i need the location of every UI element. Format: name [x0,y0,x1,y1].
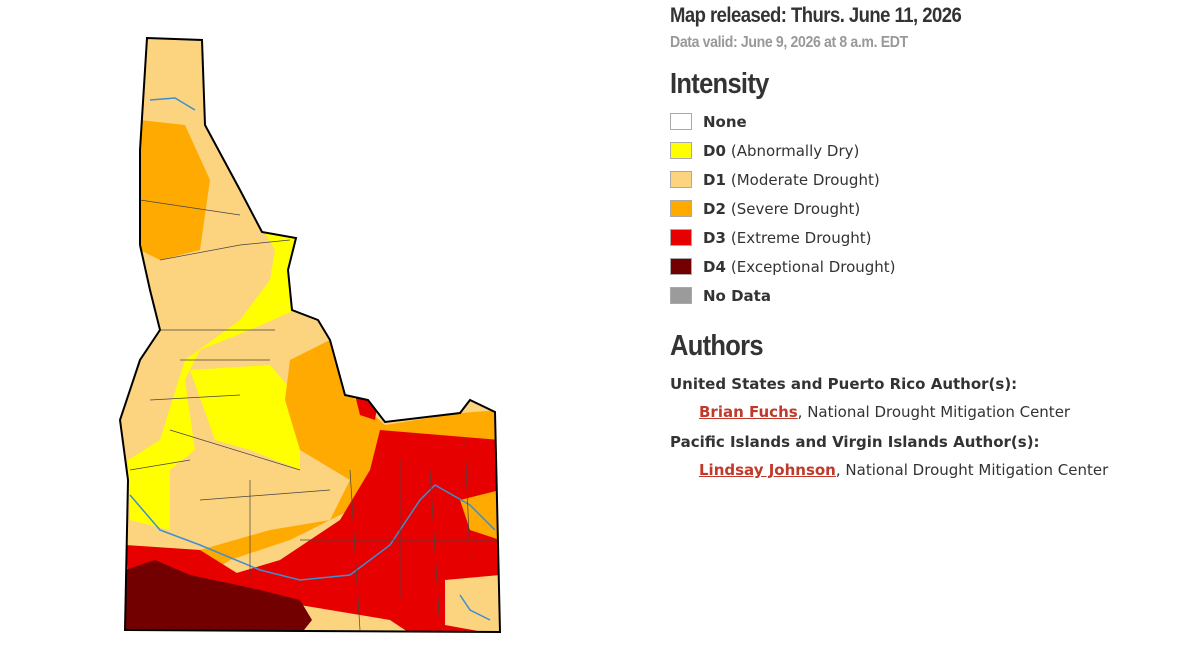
author-entry: Brian Fuchs, National Drought Mitigation… [699,403,1190,421]
county-lines [129,199,500,631]
legend: None D0 (Abnormally Dry) D1 (Moderate Drough… [670,107,1190,310]
legend-code: D4 [703,257,726,276]
d0-area [128,190,300,530]
author-affiliation: , National Drought Mitigation Center [835,461,1109,479]
authors-heading: Authors [670,330,764,362]
author-link[interactable]: Brian Fuchs [699,403,798,421]
d4-area [125,560,312,632]
intensity-heading: Intensity [670,68,769,100]
author-section-label: United States and Puerto Rico Author(s): [670,375,1018,393]
legend-item: None [670,107,1190,136]
legend-code: D1 [703,170,726,189]
legend-item: D2 (Severe Drought) [670,194,1190,223]
legend-code: None [703,112,747,131]
drought-map [118,36,502,634]
release-date: Map released: Thurs. June 11, 2026 [670,4,962,27]
legend-code: No Data [703,286,771,305]
legend-swatch [670,229,692,246]
info-panel: Map released: Thurs. June 11, 2026 Data … [670,0,1190,479]
legend-swatch [670,113,692,130]
legend-swatch [670,200,692,217]
legend-code: D0 [703,141,726,160]
river [129,97,496,621]
legend-item: No Data [670,281,1190,310]
author-link[interactable]: Lindsay Johnson [699,461,836,479]
author-affiliation: , National Drought Mitigation Center [797,403,1071,421]
legend-description: (Severe Drought) [730,199,861,218]
legend-item: D4 (Exceptional Drought) [670,252,1190,281]
legend-description: (Extreme Drought) [730,228,872,247]
legend-swatch [670,171,692,188]
legend-item: D3 (Extreme Drought) [670,223,1190,252]
legend-swatch [670,287,692,304]
drought-areas [120,38,500,632]
state-outline [118,36,502,634]
author-entry: Lindsay Johnson, National Drought Mitiga… [699,461,1190,479]
legend-code: D2 [703,199,726,218]
d2-area [140,120,210,260]
d1-area [445,575,500,632]
legend-description: (Moderate Drought) [730,170,880,189]
legend-swatch [670,142,692,159]
legend-swatch [670,258,692,275]
d3-area [230,430,500,632]
legend-code: D3 [703,228,726,247]
valid-date: Data valid: June 9, 2026 at 8 a.m. EDT [670,34,908,51]
legend-description: (Exceptional Drought) [730,257,896,276]
legend-description: (Abnormally Dry) [730,141,860,160]
author-list: United States and Puerto Rico Author(s):… [670,375,1190,479]
legend-item: D1 (Moderate Drought) [670,165,1190,194]
author-section-label: Pacific Islands and Virgin Islands Autho… [670,433,1040,451]
d0-area [190,365,300,470]
legend-item: D0 (Abnormally Dry) [670,136,1190,165]
